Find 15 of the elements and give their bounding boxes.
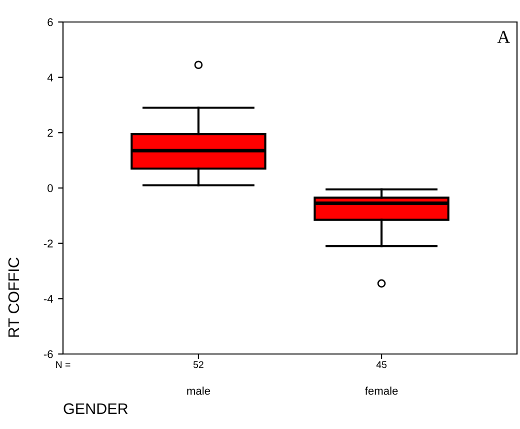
x-tick-label: male <box>187 386 210 395</box>
x-tick-label: female <box>365 386 398 395</box>
y-tick-label: 4 <box>47 74 53 82</box>
text: N = <box>56 361 70 368</box>
y-axis-title: RT COFFIC <box>8 258 20 337</box>
text: 45 <box>376 361 387 368</box>
annotation: A <box>497 30 510 43</box>
y-tick-label: -4 <box>44 295 53 303</box>
y-tick-label: 2 <box>48 128 53 137</box>
text: 52 <box>193 361 204 368</box>
y-tick-label: -6 <box>44 350 53 358</box>
x-axis-title: GENDER <box>64 403 128 414</box>
y-tick-label: -2 <box>44 240 53 248</box>
y-tick-label: 6 <box>48 18 53 26</box>
y-tick-label: 0 <box>48 184 53 192</box>
